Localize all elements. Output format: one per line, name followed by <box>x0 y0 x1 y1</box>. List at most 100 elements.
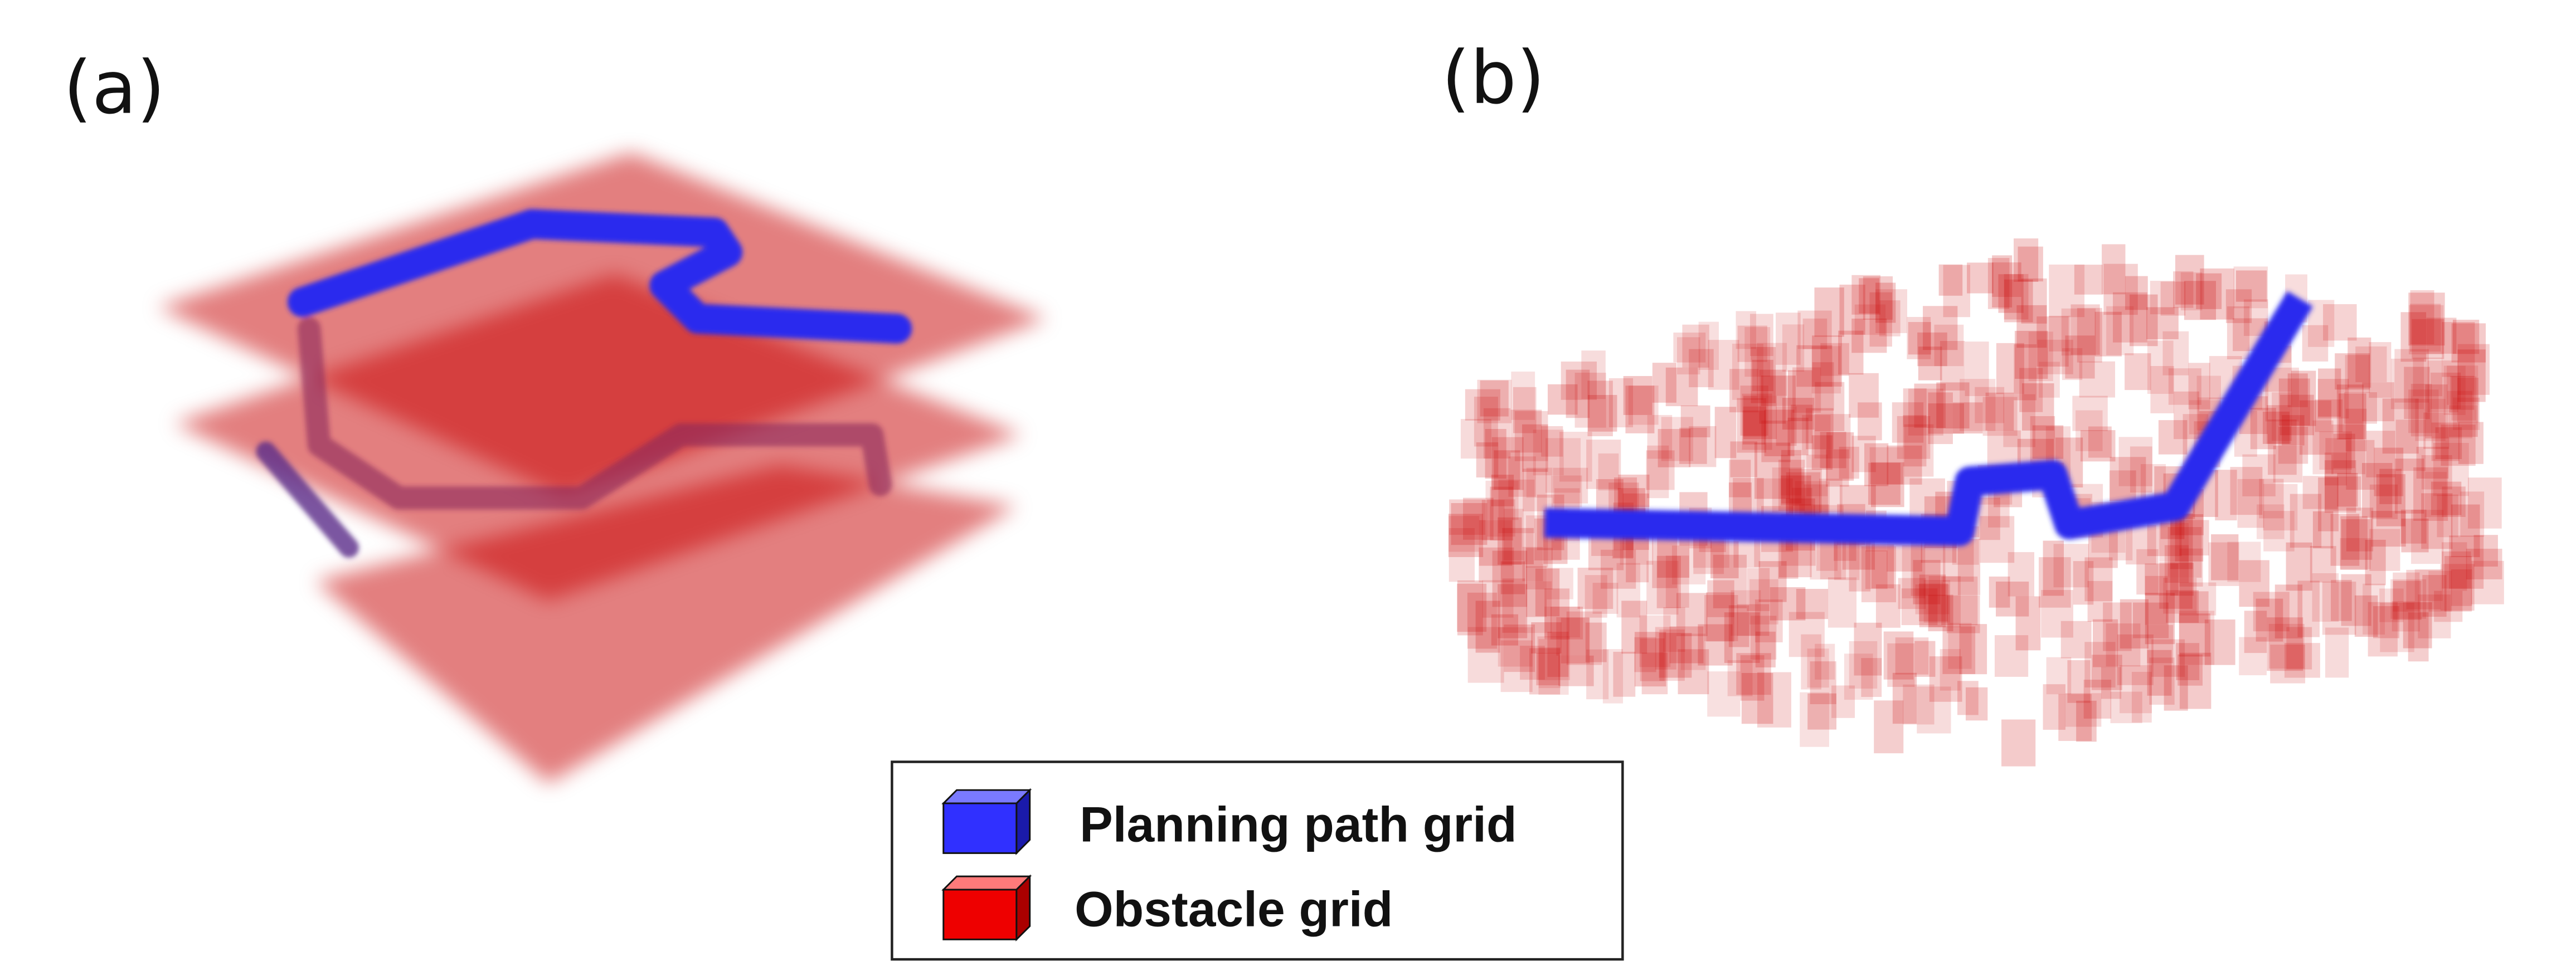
obstacle-cell <box>1989 576 2010 608</box>
obstacle-cell <box>1928 575 1961 627</box>
obstacle-cell <box>2227 541 2261 582</box>
obstacle-cell <box>1581 350 1606 399</box>
obstacle-cell <box>1946 595 1980 633</box>
obstacle-cell <box>2168 368 2201 405</box>
obstacle-cell <box>2179 591 2209 623</box>
obstacle-cell <box>1797 310 1832 349</box>
obstacle-cell <box>1754 599 1783 643</box>
obstacle-cell <box>2457 349 2486 402</box>
obstacle-cell <box>1698 624 1733 666</box>
obstacle-cell <box>2080 430 2116 462</box>
obstacle-cell <box>2325 438 2351 474</box>
obstacle-cell <box>2106 623 2141 667</box>
obstacle-cell <box>2422 575 2447 617</box>
obstacle-cell <box>2049 264 2085 318</box>
obstacle-cell <box>1729 460 1751 497</box>
obstacle-cell <box>1449 516 1480 552</box>
obstacle-cell <box>2408 305 2444 355</box>
obstacle-cell <box>1727 660 1753 696</box>
obstacle-cell <box>2196 273 2222 309</box>
obstacle-cell <box>2087 580 2113 622</box>
obstacle-cell <box>1533 430 1564 476</box>
obstacle-cell <box>2444 555 2472 612</box>
obstacle-cell <box>1641 652 1668 695</box>
obstacle-cell <box>2145 575 2168 625</box>
obstacle-cell <box>2406 569 2441 609</box>
obstacle-cell <box>2458 422 2483 464</box>
obstacle-cell <box>1577 567 1613 609</box>
obstacle-cell <box>2030 416 2055 469</box>
obstacle-cell <box>2416 446 2449 479</box>
obstacle-cell <box>1802 414 1831 468</box>
obstacle-cell <box>1892 402 1924 443</box>
obstacle-cell <box>1938 264 1963 296</box>
obstacle-cell <box>1663 607 1685 652</box>
obstacle-cell <box>2369 529 2400 571</box>
obstacle-cell <box>2150 281 2175 315</box>
obstacle-cell <box>1625 386 1655 433</box>
obstacle-cell <box>2433 442 2469 496</box>
obstacle-cell <box>1915 584 1950 614</box>
obstacle-cell <box>2322 582 2356 635</box>
obstacle-cell <box>1851 436 1876 472</box>
obstacle-cell <box>1485 480 1519 520</box>
obstacle-cell <box>1529 648 1561 695</box>
obstacle-cell <box>1673 332 1706 363</box>
obstacle-cell <box>1987 258 2010 309</box>
obstacle-cell <box>1820 432 1846 469</box>
obstacle-cell <box>1487 499 1515 537</box>
obstacle-cell <box>2423 412 2449 449</box>
obstacle-cell <box>2173 271 2194 308</box>
slab <box>158 153 1047 498</box>
obstacle-cell <box>1689 349 1714 388</box>
obstacle-cell <box>2073 561 2094 605</box>
obstacle-cell <box>2428 570 2452 612</box>
obstacle-cell <box>1901 588 1938 626</box>
obstacle-cell <box>2065 693 2102 727</box>
obstacle-cell <box>1806 408 1834 450</box>
obstacle-cell <box>2365 539 2386 586</box>
obstacle-cell <box>2235 270 2267 302</box>
obstacle-cell <box>2062 348 2083 380</box>
obstacle-cell <box>2440 564 2475 611</box>
obstacle-cell <box>1869 292 1892 347</box>
obstacle-cell <box>1457 580 1483 636</box>
obstacle-cell <box>1750 616 1777 660</box>
obstacle-cell <box>1742 393 1772 450</box>
obstacle-cell <box>1736 311 1757 349</box>
obstacle-cell <box>1652 363 1676 403</box>
obstacle-cell <box>1875 584 1901 628</box>
obstacle-cell <box>1908 322 1931 355</box>
obstacle-cell <box>1761 375 1796 406</box>
obstacle-cell <box>1523 469 1547 511</box>
obstacle-cell <box>1743 396 1777 440</box>
obstacle-cell <box>1481 500 1505 541</box>
obstacle-cell <box>2022 383 2054 431</box>
obstacle-cell <box>2400 312 2427 362</box>
obstacle-cell <box>2109 470 2136 501</box>
obstacle-cell <box>2451 376 2477 421</box>
obstacle-cell <box>2130 446 2152 493</box>
obstacle-cell <box>1743 406 1767 437</box>
obstacle-cell <box>2371 511 2406 547</box>
obstacle-cell <box>1892 672 1917 724</box>
obstacle-cell <box>2004 279 2033 323</box>
legend-icon <box>941 788 1032 855</box>
obstacle-cell <box>1776 313 1801 365</box>
obstacle-cell <box>1965 341 1989 396</box>
obstacle-cell <box>1628 386 1659 425</box>
obstacle-cell <box>1679 427 1707 464</box>
obstacle-cell <box>2299 400 2332 455</box>
obstacle-cell <box>1914 383 1946 428</box>
obstacle-cell <box>1737 604 1770 636</box>
obstacle-cell <box>2393 572 2420 612</box>
obstacle-cell <box>2336 384 2364 440</box>
obstacle-cell <box>1928 594 1953 632</box>
obstacle-cell <box>1781 475 1811 506</box>
obstacle-cell <box>1676 337 1700 375</box>
obstacle-cell <box>2460 491 2485 537</box>
obstacle-cell <box>1491 437 1524 490</box>
obstacle-cell <box>1887 643 1915 687</box>
obstacle-cell <box>2318 477 2339 531</box>
